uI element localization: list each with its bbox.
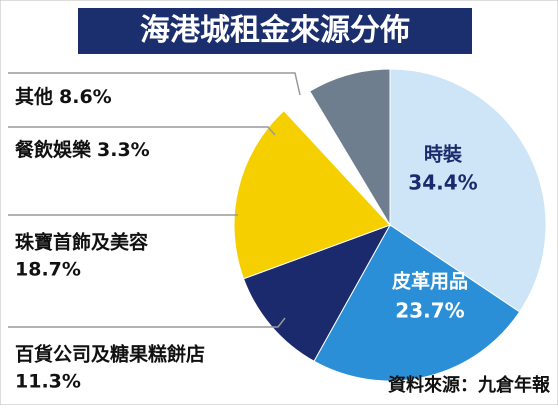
slice-value: 23.7% (395, 299, 464, 323)
legend-entry: 其他 8.6% (15, 85, 112, 108)
slice-label: 時裝 (424, 143, 463, 166)
title-banner (78, 8, 472, 54)
legend-label: 餐飲娛樂 (15, 138, 92, 161)
source-note: 資料來源：九倉年報 (388, 374, 551, 396)
leader-line (8, 72, 301, 96)
pie-slice (233, 109, 391, 280)
slice-value: 34.4% (408, 171, 477, 195)
pie-slice (313, 224, 521, 382)
legend-value: 8.6% (59, 86, 112, 108)
slice-label: 皮革用品 (392, 270, 468, 293)
legend-label: 百貨公司及糖果糕餅店 (15, 343, 205, 366)
leader-line (8, 317, 286, 328)
legend-label: 其他 (15, 85, 53, 108)
chart-title: 海港城租金來源分佈 (140, 13, 410, 48)
leader-line (8, 126, 276, 136)
legend-label: 珠寶首飾及美容 (15, 231, 148, 254)
pie (233, 68, 547, 382)
pie-slice (389, 68, 547, 313)
legend-value: 18.7% (15, 259, 81, 281)
legend-entry: 餐飲娛樂 3.3% (15, 138, 150, 161)
legend-value: 3.3% (97, 139, 150, 161)
legend-value: 11.3% (15, 371, 81, 393)
pie-slice (309, 68, 391, 227)
